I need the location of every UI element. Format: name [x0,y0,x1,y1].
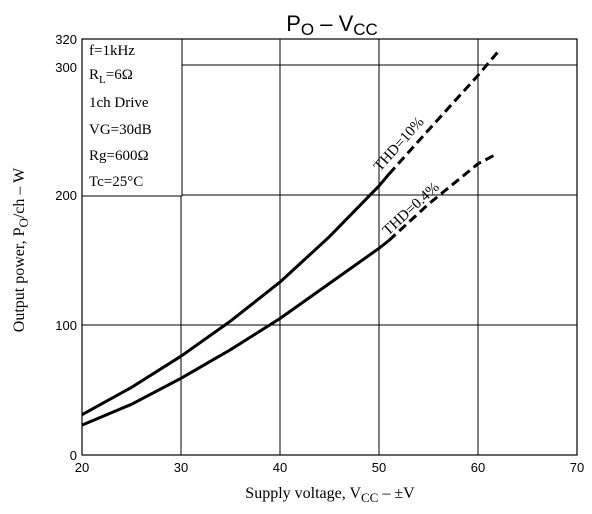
series-0-dashed-line [387,51,499,176]
condition-gain: VG=30dB [89,122,152,138]
x-tick-label: 70 [570,460,584,475]
series-label-thd-10: THD=10% [371,114,428,174]
x-axis-label: Supply voltage, VCC – ±V [245,485,415,505]
condition-load: RL=6Ω [89,67,133,86]
x-tick-label: 30 [174,460,188,475]
conditions-box: f=1kHz RL=6Ω 1ch Drive VG=30dB Rg=600Ω T… [89,43,152,190]
condition-temp: Tc=25°C [89,174,143,190]
series-0-solid-line [81,173,391,417]
x-tick-label: 40 [273,460,287,475]
plot-frame [81,38,578,456]
x-tick-label: 60 [471,460,485,475]
y-axis-label: Output power, PO/ch – W [11,167,31,332]
condition-freq: f=1kHz [89,43,135,59]
y-tick-label: 0 [70,448,77,463]
curves [81,51,499,427]
series-label-thd-0-4: THD=0.4% [380,179,443,239]
y-tick-label: 200 [55,188,77,203]
chart-title: PO – VCC [286,11,378,39]
condition-drive: 1ch Drive [89,95,149,111]
y-tick-label: 100 [55,318,77,333]
condition-rg: Rg=600Ω [89,148,149,164]
x-tick-label: 20 [75,460,89,475]
series-1-dashed-line [387,152,499,242]
y-tick-label: 300 [55,60,77,75]
tick-labels: 20 30 40 50 60 70 0 100 200 300 320 [55,32,584,475]
y-tick-label: 320 [55,32,77,47]
x-tick-label: 50 [372,460,386,475]
series-1-solid-line [81,239,390,427]
